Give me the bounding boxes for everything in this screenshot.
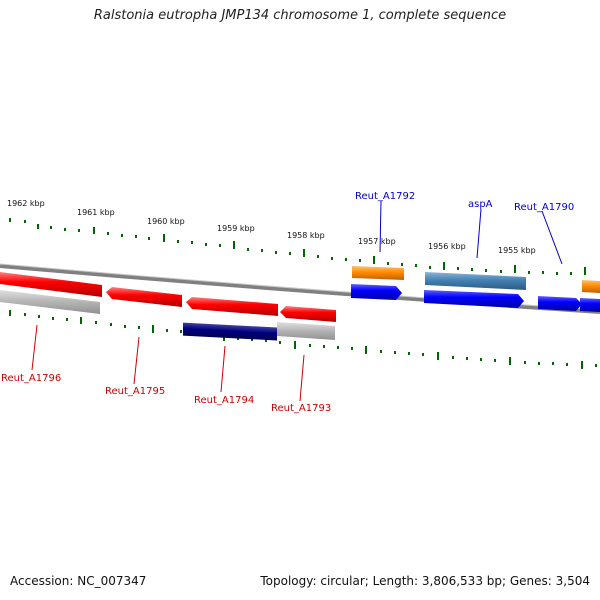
forward-strand-features[interactable]: [351, 266, 600, 312]
accession-text: Accession: NC_007347: [10, 574, 147, 588]
gene-arrow-aspa[interactable]: [424, 290, 524, 308]
kbp-label: 1962 kbp: [7, 199, 45, 208]
gene-arrow-reut-a1796[interactable]: [0, 272, 102, 297]
kbp-label: 1955 kbp: [498, 246, 536, 255]
reverse-strand-features[interactable]: [0, 272, 336, 341]
gene-feature-grey[interactable]: [0, 290, 100, 314]
kbp-label: 1958 kbp: [287, 231, 325, 240]
leader-lines: [31, 200, 563, 402]
gene-arrow-reut-a1793[interactable]: [280, 306, 336, 322]
gene-feature-navy[interactable]: [183, 322, 277, 341]
gene-feature-steelblue[interactable]: [425, 272, 526, 290]
kbp-label: 1959 kbp: [217, 224, 255, 233]
kbp-label: 1961 kbp: [77, 208, 115, 217]
gene-label-aspa[interactable]: aspA: [468, 199, 493, 210]
gene-label-reut-a1796[interactable]: Reut_A1796: [1, 373, 61, 384]
kbp-label: 1960 kbp: [147, 217, 185, 226]
gene-labels-top[interactable]: Reut_A1792 aspA Reut_A1790: [355, 191, 574, 213]
gene-arrow-reut-a1794[interactable]: [186, 297, 278, 316]
gene-label-reut-a1792[interactable]: Reut_A1792: [355, 191, 415, 202]
upper-ticks: [9, 218, 586, 275]
kbp-labels: 1962 kbp 1961 kbp 1960 kbp 1959 kbp 1958…: [7, 199, 536, 255]
kbp-label: 1956 kbp: [428, 242, 466, 251]
gene-arrow-reut-a1790[interactable]: [538, 296, 582, 311]
gene-arrow-reut-a1795[interactable]: [106, 287, 182, 307]
gene-label-reut-a1795[interactable]: Reut_A1795: [105, 386, 165, 397]
page-title: Ralstonia eutropha JMP134 chromosome 1, …: [93, 8, 507, 23]
kbp-label: 1957 kbp: [358, 237, 396, 246]
summary-text: Topology: circular; Length: 3,806,533 bp…: [260, 574, 590, 588]
gene-label-reut-a1793[interactable]: Reut_A1793: [271, 403, 331, 414]
gene-labels-bottom[interactable]: Reut_A1796 Reut_A1795 Reut_A1794 Reut_A1…: [1, 373, 331, 414]
gene-feature-orange[interactable]: [352, 266, 404, 280]
gene-feature-orange[interactable]: [582, 280, 600, 293]
gene-arrow-partial[interactable]: [580, 298, 600, 312]
gene-label-reut-a1790[interactable]: Reut_A1790: [514, 202, 574, 213]
gene-arrow-reut-a1792[interactable]: [351, 284, 402, 300]
gene-feature-grey[interactable]: [277, 322, 335, 340]
gene-label-reut-a1794[interactable]: Reut_A1794: [194, 395, 254, 406]
